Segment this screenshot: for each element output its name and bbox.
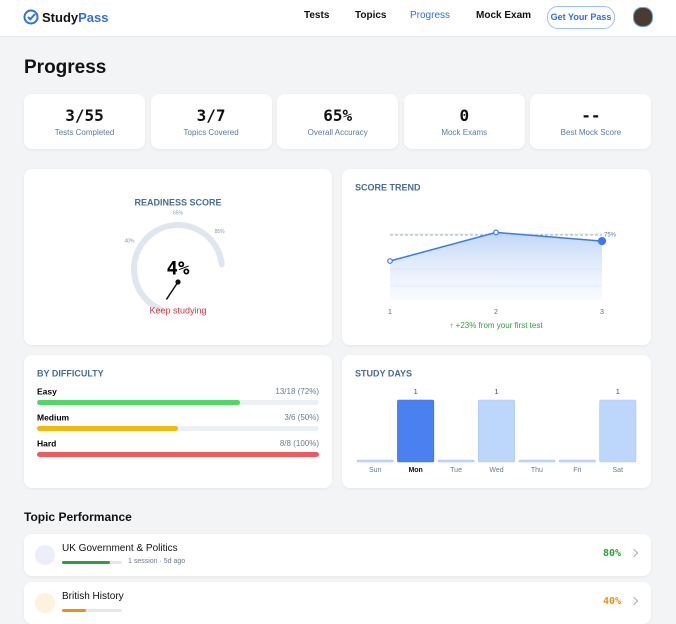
topic-score: 80% xyxy=(602,548,621,559)
stat-label: Tests Completed xyxy=(54,128,115,137)
difficulty-bar xyxy=(37,400,241,405)
day-bar xyxy=(558,459,596,463)
x-tick-label: 3 xyxy=(600,309,604,316)
stat-card: 65% Overall Accuracy xyxy=(277,94,399,149)
topic-score: 40% xyxy=(602,596,621,607)
difficulty-card: BY DIFFICULTY Easy 13/18 (72%) Medium 3/6 (… xyxy=(24,355,332,488)
brand[interactable]: StudyPass xyxy=(42,10,109,25)
stat-label: Mock Exams xyxy=(441,128,488,137)
trend-point xyxy=(597,236,607,246)
stat-label: Overall Accuracy xyxy=(307,128,368,137)
day-bar xyxy=(356,459,394,463)
topic-progress-bar xyxy=(62,561,110,564)
trend-point xyxy=(387,258,393,264)
brand-b: Pass xyxy=(78,10,109,25)
trend-chart: SCORE TREND ↑ +23% from your first test … xyxy=(355,182,617,330)
study-days-chart: STUDY DAYS Sun 1 Mon Tue 1 Wed Thu Fri 1 Sat xyxy=(355,368,637,474)
day-bar xyxy=(478,399,515,463)
gauge-tick-label: 65% xyxy=(173,210,184,216)
page-title: Progress xyxy=(24,57,107,78)
readiness-card: READINESS SCORE 40% 65% 85% 4% Keep studying xyxy=(24,169,332,345)
card-title: SCORE TREND xyxy=(355,182,421,192)
day-bar xyxy=(518,459,556,463)
difficulty-chart: BY DIFFICULTY Easy 13/18 (72%) Medium 3/6 (… xyxy=(37,368,319,457)
difficulty-bar xyxy=(37,452,319,457)
day-value-label: 1 xyxy=(616,389,620,396)
needle-hub xyxy=(175,279,181,285)
day-bar xyxy=(599,399,637,463)
trend-annotation: ↑ +23% from your first test xyxy=(449,321,543,330)
trend-area xyxy=(390,232,602,300)
trend-card: SCORE TREND ↑ +23% from your first test … xyxy=(342,169,651,345)
topic-icon xyxy=(35,593,55,613)
stat-label: Topics Covered xyxy=(183,128,239,137)
nav-link[interactable]: Progress xyxy=(410,10,451,21)
stat-card: 3/55 Tests Completed xyxy=(24,94,145,149)
nav-link[interactable]: Mock Exam xyxy=(476,10,532,21)
logo-icon xyxy=(23,9,39,25)
stat-card: 0 Mock Exams xyxy=(403,94,525,149)
day-bar xyxy=(397,399,435,463)
stat-label: Best Mock Score xyxy=(560,128,622,137)
day-label: Fri xyxy=(573,467,582,474)
stat-card: -- Best Mock Score xyxy=(530,94,652,149)
topic-name: British History xyxy=(62,591,124,602)
topic-icon xyxy=(35,545,55,565)
readiness-status: Keep studying xyxy=(149,305,206,315)
difficulty-bar xyxy=(37,426,178,431)
difficulty-name: Medium xyxy=(37,412,70,422)
x-tick-label: 2 xyxy=(494,309,498,316)
difficulty-name: Hard xyxy=(37,438,56,448)
trend-point xyxy=(493,229,499,236)
reference-label: 75% xyxy=(604,233,617,239)
navbar: StudyPass Get Your Pass xyxy=(0,0,676,37)
readiness-chart: READINESS SCORE 40% 65% 85% 4% Keep studying xyxy=(124,197,226,315)
brand-a: Study xyxy=(42,10,79,25)
topic-row[interactable]: British History 40% xyxy=(24,582,651,624)
card-title: STUDY DAYS xyxy=(355,368,412,378)
chevron xyxy=(629,548,639,558)
stat-value: 65% xyxy=(323,106,353,125)
topic-progress-bar xyxy=(62,609,86,612)
day-value-label: 1 xyxy=(414,389,418,396)
cta-button[interactable]: Get Your Pass xyxy=(547,6,615,29)
topic-meta: 1 session · 5d ago xyxy=(128,558,186,565)
difficulty-name: Easy xyxy=(37,386,57,396)
day-label: Wed xyxy=(489,467,503,474)
day-label: Sat xyxy=(613,467,624,474)
study-days-card: STUDY DAYS Sun 1 Mon Tue 1 Wed Thu Fri 1 Sat xyxy=(342,355,651,488)
day-bar xyxy=(437,459,475,463)
gauge-needle xyxy=(165,281,179,300)
readiness-score: 4% xyxy=(167,258,190,280)
day-label: Mon xyxy=(408,467,422,474)
nav-link[interactable]: Topics xyxy=(355,10,387,21)
gauge-tick-label: 40% xyxy=(124,238,135,244)
gauge-tick-label: 85% xyxy=(215,229,226,235)
difficulty-label: 13/18 (72%) xyxy=(275,387,319,396)
day-value-label: 1 xyxy=(495,389,499,396)
day-label: Thu xyxy=(531,467,543,474)
stat-value: -- xyxy=(581,106,601,125)
day-label: Tue xyxy=(450,467,462,474)
difficulty-label: 3/6 (50%) xyxy=(284,413,319,422)
x-tick-label: 1 xyxy=(388,309,392,316)
gauge-track xyxy=(131,222,225,313)
stat-card: 3/7 Topics Covered xyxy=(150,94,272,149)
nav-link[interactable]: Tests xyxy=(304,10,330,21)
stat-value: 3/55 xyxy=(65,106,104,125)
stat-value: 3/7 xyxy=(196,106,226,125)
topic-row[interactable]: UK Government & Politics 1 session · 5d a… xyxy=(24,534,651,576)
topic-name: UK Government & Politics xyxy=(62,543,178,554)
avatar[interactable] xyxy=(633,7,653,27)
difficulty-label: 8/8 (100%) xyxy=(280,439,319,448)
stat-value: 0 xyxy=(459,106,470,125)
card-title: READINESS SCORE xyxy=(134,197,221,207)
chevron xyxy=(629,596,639,606)
card-title: BY DIFFICULTY xyxy=(37,368,104,378)
day-label: Sun xyxy=(369,467,382,474)
section-title: Topic Performance xyxy=(24,510,132,524)
